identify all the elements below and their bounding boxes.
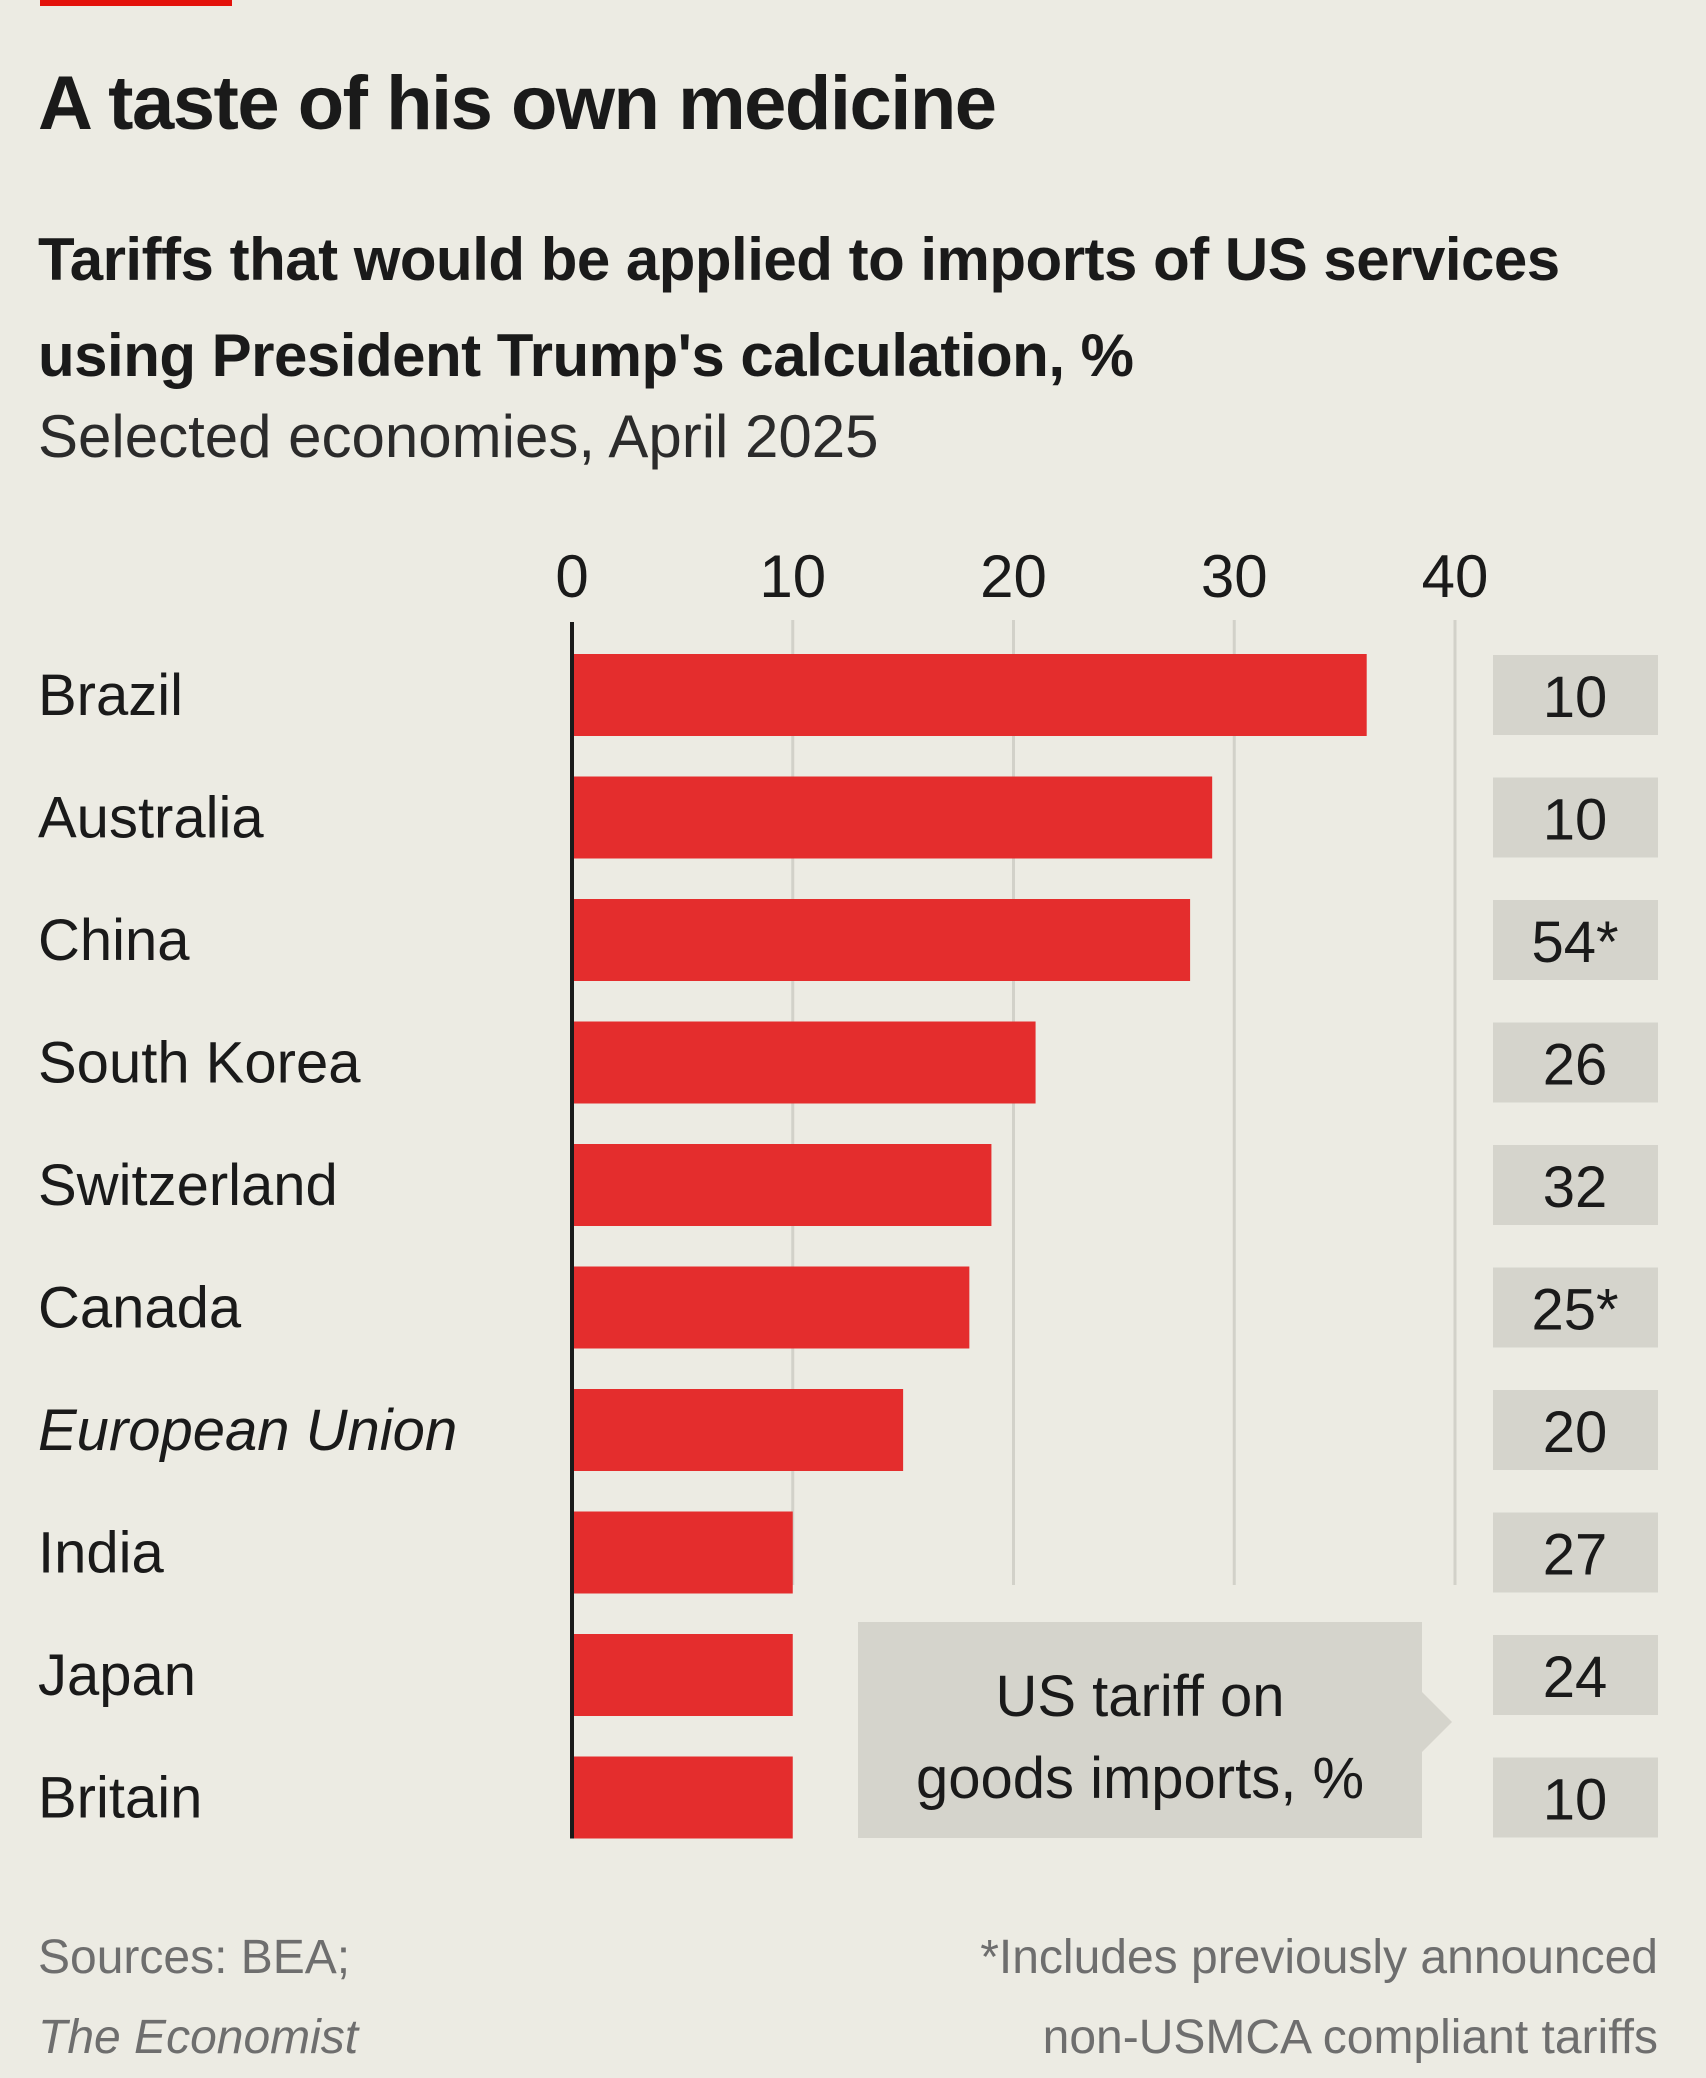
x-tick-label: 10 (759, 543, 826, 610)
goods-tariff-box (1493, 1390, 1658, 1470)
goods-tariff-box (1493, 1022, 1658, 1103)
footnote-line-2: non-USMCA compliant tariffs (1042, 2011, 1658, 2064)
category-label: China (38, 908, 190, 973)
bar (572, 899, 1191, 981)
category-label: European Union (38, 1398, 457, 1463)
category-label: South Korea (38, 1031, 361, 1096)
goods-tariff-box (1493, 777, 1658, 858)
bar (572, 654, 1367, 736)
goods-tariff-label: 32 (1543, 1155, 1608, 1220)
sources-line-1: Sources: BEA; (38, 1931, 351, 1984)
callout-line-2: goods imports, % (916, 1746, 1364, 1811)
x-tick-label: 0 (555, 543, 588, 610)
category-label: India (38, 1521, 165, 1586)
brand-tag (40, 0, 232, 6)
x-tick-label: 30 (1201, 543, 1268, 610)
category-label: Brazil (38, 663, 183, 728)
category-label: Britain (38, 1766, 202, 1831)
bar (572, 1511, 793, 1594)
goods-tariff-box (1493, 1635, 1658, 1715)
goods-tariff-label: 20 (1543, 1400, 1608, 1465)
bar (572, 1021, 1036, 1104)
bar (572, 1756, 793, 1839)
goods-tariff-label: 24 (1543, 1645, 1608, 1710)
goods-tariff-label: 10 (1543, 1768, 1608, 1833)
sources-line-2: The Economist (38, 2011, 359, 2064)
chart-subtitle-secondary: Selected economies, April 2025 (38, 403, 879, 470)
x-tick-label: 40 (1422, 543, 1489, 610)
chart-title: A taste of his own medicine (38, 61, 997, 146)
goods-tariff-box (1493, 1757, 1658, 1838)
x-tick-label: 20 (980, 543, 1047, 610)
bar (572, 1266, 970, 1349)
goods-tariff-label: 25* (1531, 1278, 1618, 1343)
category-label: Japan (38, 1643, 196, 1708)
goods-tariff-label: 10 (1543, 788, 1608, 853)
goods-tariff-box (1493, 1145, 1658, 1225)
bar-chart: 0 10 20 30 40 Brazil 10 Australia 10 China 54* Sout… (38, 543, 1658, 1839)
category-label: Canada (38, 1276, 242, 1341)
footnote-line-1: *Includes previously announced (980, 1931, 1658, 1984)
goods-tariff-box (1493, 900, 1658, 980)
goods-tariff-label: 10 (1543, 665, 1608, 730)
goods-tariff-callout (858, 1622, 1452, 1838)
bar (572, 776, 1213, 859)
sources-note: Sources: BEA; The Economist (38, 1918, 358, 2078)
category-label: Australia (38, 786, 264, 851)
goods-tariff-label: 27 (1543, 1523, 1608, 1588)
footnote: *Includes previously announced non-USMCA… (980, 1918, 1658, 2078)
goods-tariff-box (1493, 1267, 1658, 1348)
chart-subtitle: Tariffs that would be applied to imports… (38, 226, 1560, 389)
bar (572, 1634, 793, 1716)
callout-line-1: US tariff on (995, 1664, 1284, 1729)
goods-tariff-box (1493, 1512, 1658, 1593)
bar (572, 1389, 904, 1471)
goods-tariff-box (1493, 655, 1658, 735)
bar (572, 1144, 992, 1226)
goods-tariff-label: 54* (1531, 910, 1618, 975)
category-label: Switzerland (38, 1153, 338, 1218)
goods-tariff-label: 26 (1543, 1033, 1608, 1098)
